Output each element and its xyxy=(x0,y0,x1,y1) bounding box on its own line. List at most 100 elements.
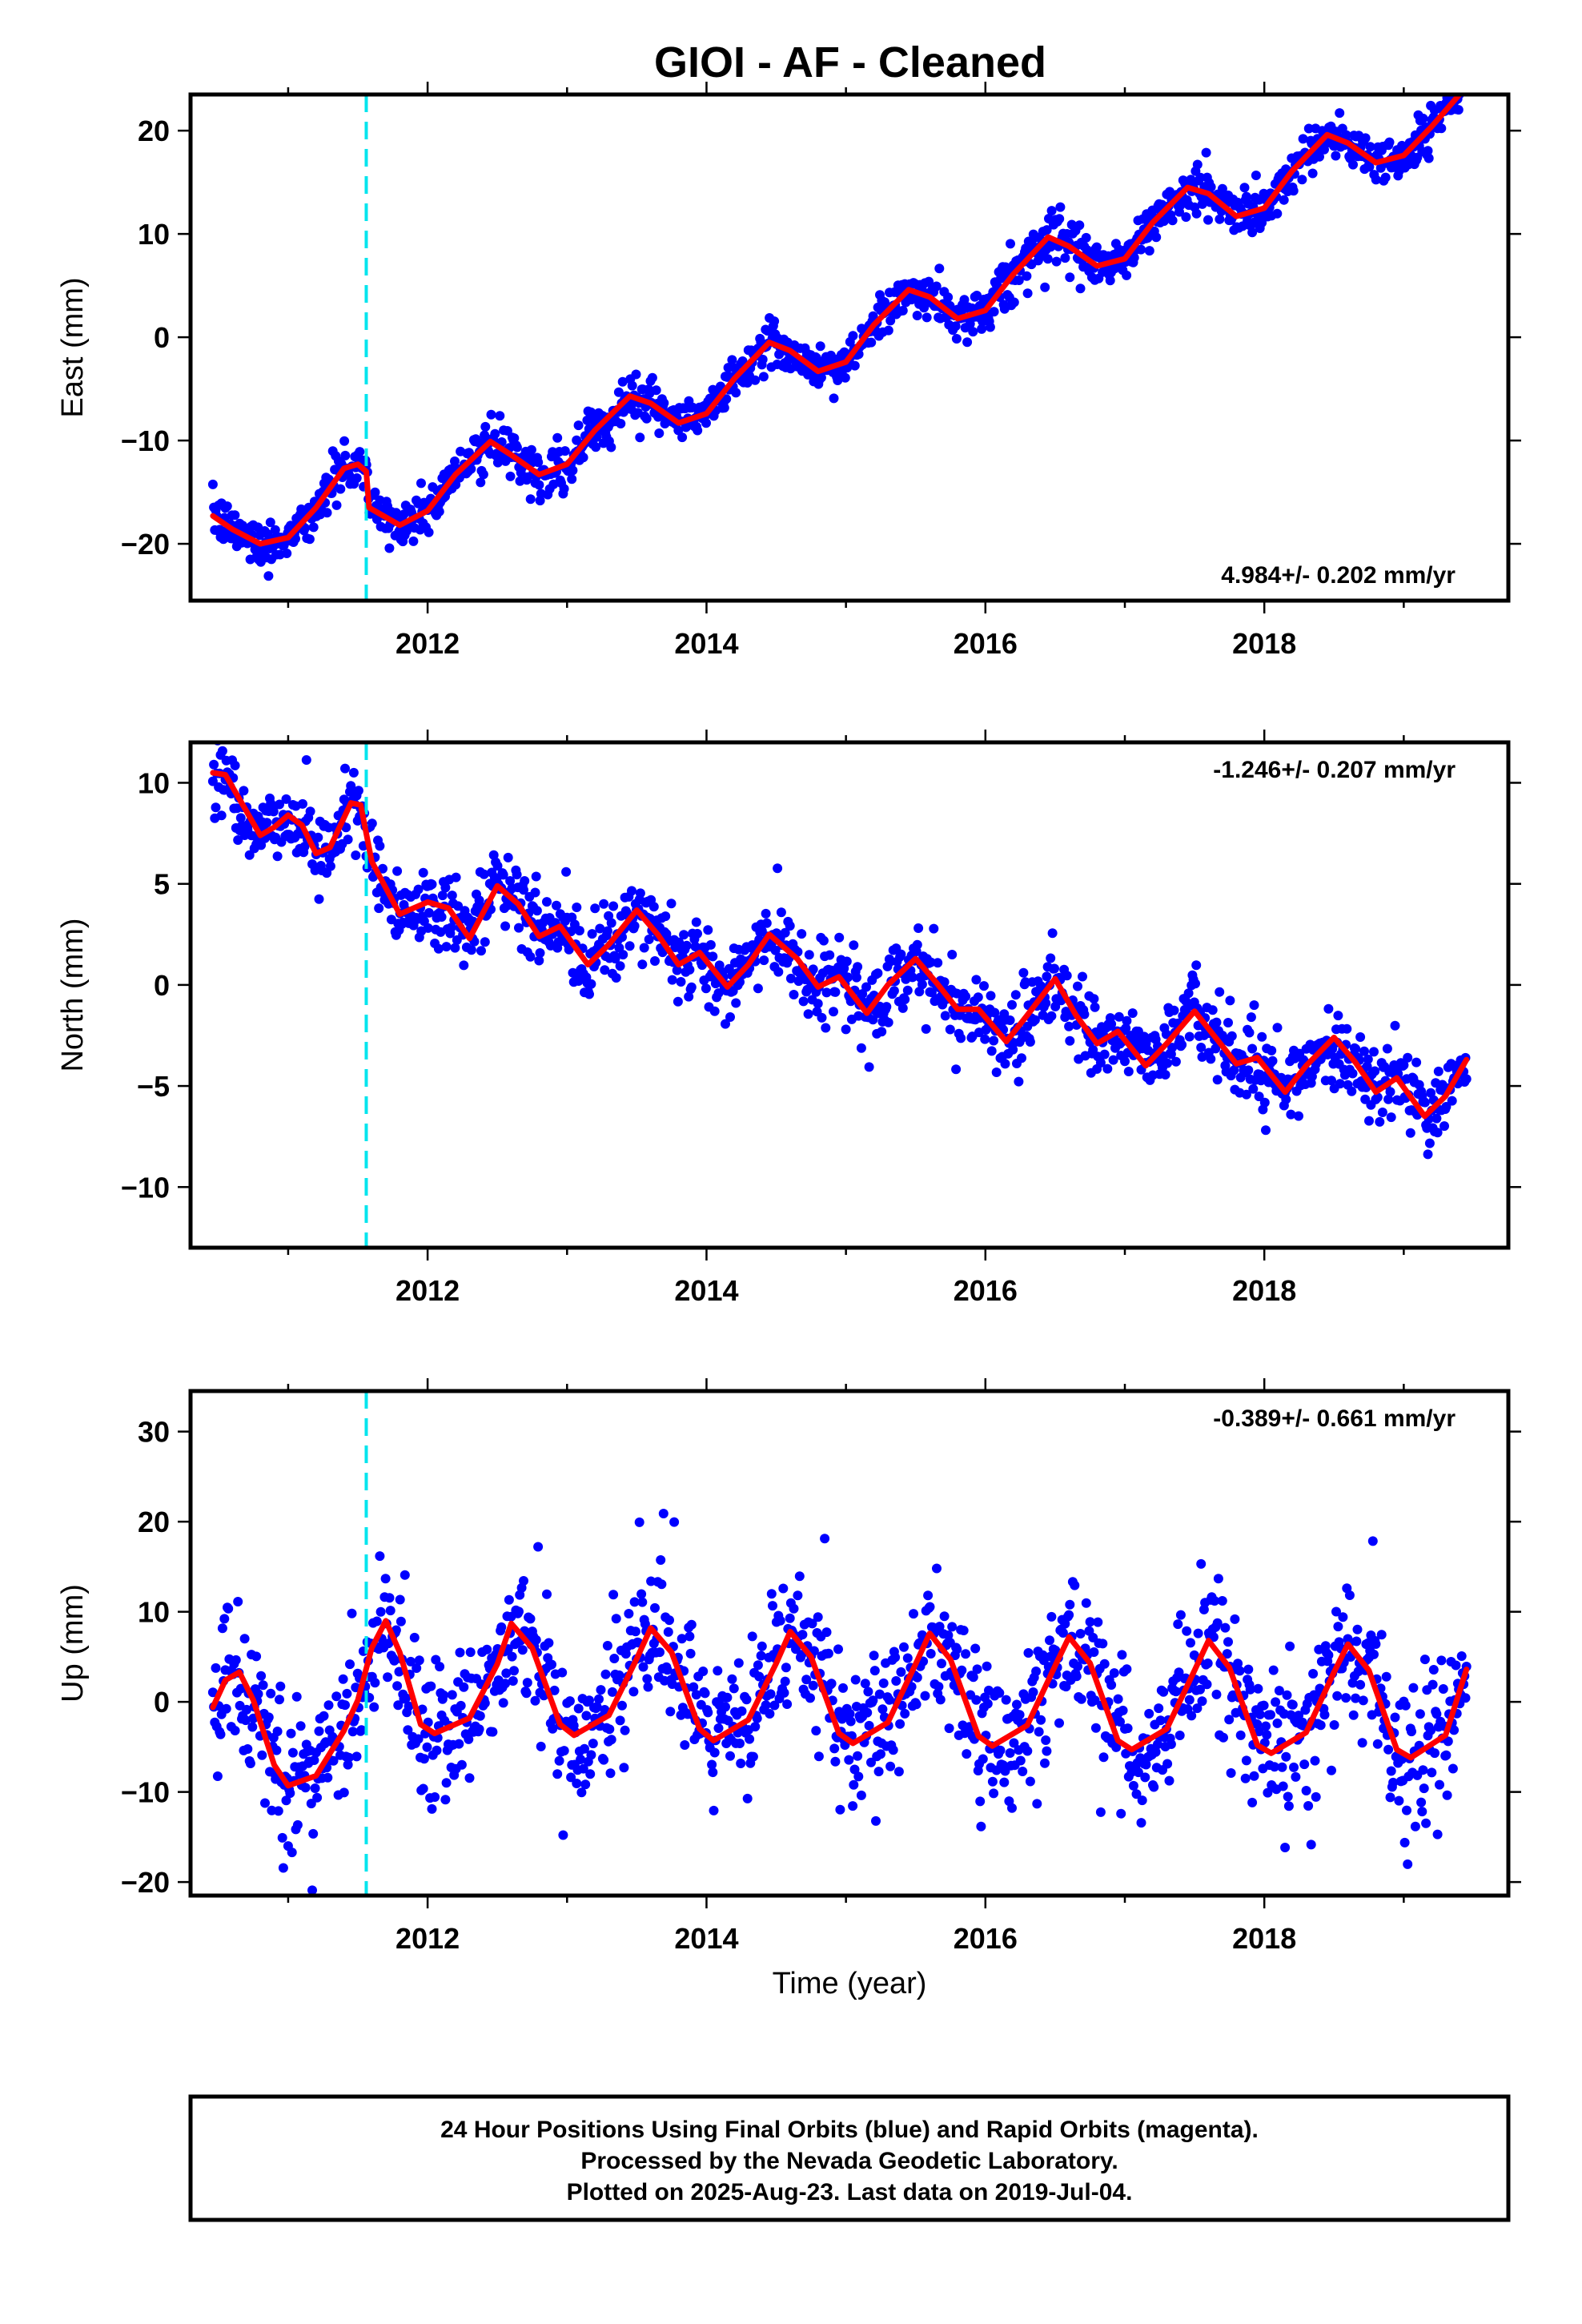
data-point xyxy=(766,1589,777,1599)
data-point xyxy=(925,1602,935,1612)
data-point xyxy=(780,1676,790,1687)
data-point xyxy=(211,802,221,813)
data-point xyxy=(856,1043,866,1053)
data-point xyxy=(1090,1002,1100,1012)
data-point xyxy=(1291,1771,1301,1782)
data-point xyxy=(1431,1709,1442,1719)
data-point xyxy=(451,872,461,883)
data-point xyxy=(970,1643,981,1654)
y-axis-label: East (mm) xyxy=(56,277,90,417)
data-point xyxy=(644,935,654,944)
data-point xyxy=(1032,1799,1042,1809)
data-point xyxy=(680,1740,690,1750)
data-point xyxy=(1451,1660,1461,1671)
data-point xyxy=(1121,1023,1131,1033)
data-point xyxy=(1206,182,1216,192)
data-point xyxy=(505,471,516,481)
data-point xyxy=(829,393,839,404)
data-point xyxy=(466,464,476,474)
data-point xyxy=(480,937,490,947)
data-point xyxy=(392,866,403,876)
data-point xyxy=(789,1603,799,1614)
data-point xyxy=(647,372,657,383)
data-point xyxy=(217,1623,227,1634)
data-point xyxy=(1247,227,1258,238)
x-tick-label: 2016 xyxy=(954,1922,1018,1955)
data-point xyxy=(586,979,596,989)
data-point xyxy=(395,1594,405,1605)
data-point xyxy=(635,432,645,443)
data-point xyxy=(1428,1665,1439,1675)
data-point xyxy=(434,506,444,517)
data-point xyxy=(384,1593,395,1603)
data-point xyxy=(741,1695,752,1705)
data-point xyxy=(713,988,724,999)
data-point xyxy=(897,1003,908,1013)
data-point xyxy=(580,1779,591,1790)
y-tick-label: 0 xyxy=(154,321,170,354)
data-point xyxy=(813,1612,823,1622)
data-point xyxy=(475,1711,485,1721)
data-point xyxy=(1249,1000,1259,1011)
data-point xyxy=(1371,1639,1381,1649)
data-point xyxy=(263,1712,274,1723)
data-point xyxy=(1102,1063,1113,1074)
data-point xyxy=(345,1659,355,1670)
data-point xyxy=(838,1683,848,1693)
data-point xyxy=(1208,1632,1219,1642)
data-point xyxy=(1226,1768,1236,1778)
data-point xyxy=(1042,971,1052,982)
data-point xyxy=(1215,987,1225,997)
data-point xyxy=(427,1803,437,1814)
data-point xyxy=(1085,1617,1095,1627)
data-point xyxy=(679,930,689,940)
data-point xyxy=(495,411,505,421)
data-point xyxy=(1023,1648,1034,1658)
data-point xyxy=(986,991,996,1001)
data-point xyxy=(1073,1661,1082,1671)
data-point xyxy=(638,1662,648,1672)
data-point xyxy=(681,940,692,951)
data-point xyxy=(1123,1067,1134,1076)
data-point xyxy=(686,1619,697,1630)
data-point xyxy=(797,1630,808,1640)
data-point xyxy=(1257,1031,1267,1042)
data-point xyxy=(492,861,503,871)
data-point xyxy=(409,1632,420,1642)
data-point xyxy=(426,1681,436,1691)
data-point xyxy=(535,948,545,958)
data-point xyxy=(1144,246,1154,256)
data-point xyxy=(693,928,702,939)
data-point xyxy=(779,1687,789,1698)
data-point xyxy=(1095,1058,1106,1068)
data-point xyxy=(1158,1687,1169,1697)
data-point xyxy=(920,1691,930,1701)
data-point xyxy=(897,305,908,316)
data-point xyxy=(713,1723,724,1733)
data-point xyxy=(1381,1671,1391,1682)
data-point xyxy=(1213,1574,1223,1584)
data-point xyxy=(871,1815,881,1826)
data-point xyxy=(1262,1730,1272,1740)
data-point xyxy=(1297,175,1307,185)
data-point xyxy=(1046,953,1056,963)
data-point xyxy=(761,908,771,919)
data-point xyxy=(1076,1694,1086,1704)
data-point xyxy=(1191,979,1200,989)
data-point xyxy=(1306,1839,1316,1850)
data-point xyxy=(1050,963,1059,974)
data-point xyxy=(1447,1763,1458,1774)
figure-title: GIOI - AF - Cleaned xyxy=(654,38,1046,86)
data-point xyxy=(531,1634,541,1645)
data-point xyxy=(656,1579,667,1590)
data-point xyxy=(1192,159,1203,170)
data-point xyxy=(656,1555,666,1565)
data-point xyxy=(931,281,942,292)
data-point xyxy=(1040,1758,1050,1768)
data-point xyxy=(339,1787,349,1798)
data-point xyxy=(536,1741,546,1751)
data-point xyxy=(943,292,954,303)
data-point xyxy=(580,1743,589,1754)
data-point xyxy=(456,1700,466,1711)
